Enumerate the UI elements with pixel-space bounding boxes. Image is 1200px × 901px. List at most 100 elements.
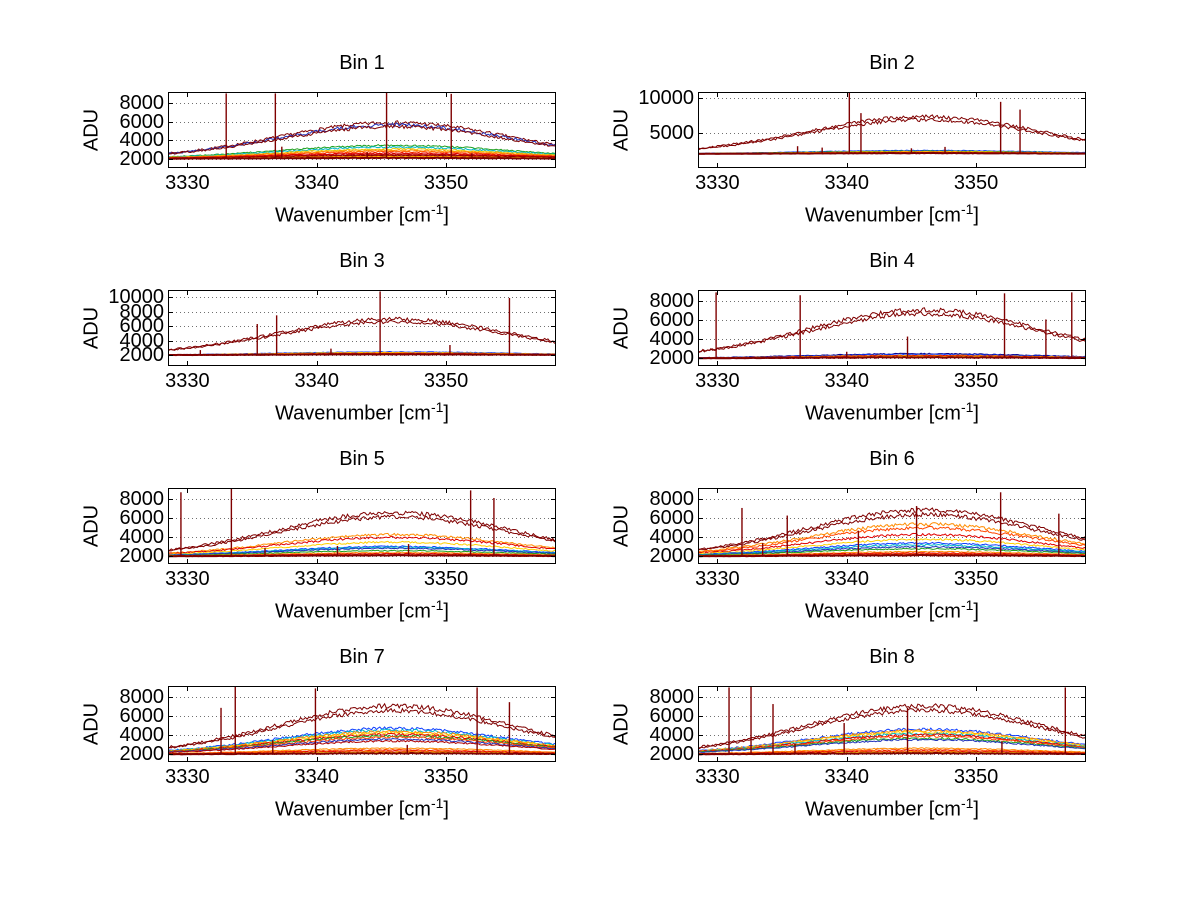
y-axis-label: ADU <box>608 686 636 762</box>
x-axis-label: Wavenumber [cm-1] <box>168 196 556 228</box>
plot-title: Bin 6 <box>869 448 915 470</box>
y-tick-label: 8000 <box>119 488 165 511</box>
y-tick-label: 4000 <box>649 724 695 747</box>
x-axis-label: Wavenumber [cm-1] <box>168 394 556 426</box>
plot-title: Bin 1 <box>339 52 385 74</box>
x-axis-label-close: ] <box>973 402 979 425</box>
plot-row: ADU 5000 10000 <box>608 88 1086 168</box>
x-tick-labels: 3330 3340 3350 <box>165 370 556 394</box>
x-axis-label-close: ] <box>443 204 449 227</box>
subplot-bin-4: Bin 4 ADU 2000 4000 6000 8000 3330 3340 3350 … <box>608 248 1086 426</box>
plot-area <box>698 488 1086 564</box>
plot-canvas-bin-2 <box>698 92 1086 168</box>
y-tick-label: 4000 <box>119 329 165 352</box>
x-tick-label: 3330 <box>695 172 740 194</box>
y-tick-label: 10000 <box>108 286 164 309</box>
x-axis-label-close: ] <box>443 798 449 821</box>
x-tick-labels: 3330 3340 3350 <box>165 568 556 592</box>
plot-area <box>698 92 1086 168</box>
x-tick-labels: 3330 3340 3350 <box>695 172 1086 196</box>
x-axis-label-text: Wavenumber [cm <box>805 204 961 227</box>
y-tick-label: 6000 <box>649 705 695 728</box>
x-tick-label: 3340 <box>294 370 339 392</box>
y-axis-label: ADU <box>78 488 106 564</box>
x-tick-label: 3350 <box>423 568 469 590</box>
plot-row: ADU 2000 4000 6000 8000 10000 <box>78 286 556 367</box>
x-axis-label-sup: -1 <box>430 399 444 415</box>
x-axis-label-text: Wavenumber [cm <box>275 798 431 821</box>
x-tick-label: 3340 <box>824 172 869 194</box>
x-axis-label-close: ] <box>973 204 979 227</box>
y-tick-label: 2000 <box>649 545 695 568</box>
plot-row: ADU 2000 4000 6000 8000 <box>608 686 1086 764</box>
x-tick-labels: 3330 3340 3350 <box>165 172 556 196</box>
y-tick-label: 4000 <box>119 526 165 549</box>
x-tick-label: 3350 <box>953 766 999 788</box>
x-axis-label-sup: -1 <box>430 795 444 811</box>
plot-canvas-bin-1 <box>168 92 556 168</box>
y-axis-label: ADU <box>78 92 106 168</box>
y-tick-label: 8000 <box>119 300 165 323</box>
subplot-bin-1: Bin 1 ADU 2000 4000 6000 8000 3330 3340 3350 … <box>78 50 556 228</box>
plot-row: ADU 2000 4000 6000 8000 <box>608 488 1086 568</box>
plot-canvas-bin-7 <box>168 686 556 762</box>
y-axis-label: ADU <box>608 290 636 366</box>
y-tick-label: 2000 <box>649 347 695 370</box>
y-tick-label: 4000 <box>649 526 695 549</box>
y-tick-label: 6000 <box>649 507 695 530</box>
x-axis-label-text: Wavenumber [cm <box>805 798 961 821</box>
x-tick-label: 3340 <box>294 766 339 788</box>
y-axis-label-text: ADU <box>80 108 103 152</box>
plot-canvas-bin-3 <box>168 290 556 366</box>
x-tick-label: 3350 <box>953 568 999 590</box>
y-tick-label: 2000 <box>119 545 165 568</box>
plot-title: Bin 8 <box>869 646 915 668</box>
subplot-grid: Bin 1 ADU 2000 4000 6000 8000 3330 3340 3350 … <box>78 50 1200 822</box>
x-axis-label-close: ] <box>973 798 979 821</box>
plot-row: ADU 2000 4000 6000 8000 <box>608 290 1086 370</box>
subplot-bin-6: Bin 6 ADU 2000 4000 6000 8000 3330 3340 3350 … <box>608 446 1086 624</box>
plot-area <box>168 290 556 366</box>
plot-row: ADU 2000 4000 6000 8000 <box>78 92 556 170</box>
x-tick-label: 3330 <box>695 766 740 788</box>
plot-area <box>168 488 556 564</box>
subplot-bin-8: Bin 8 ADU 2000 4000 6000 8000 3330 3340 3350 … <box>608 644 1086 822</box>
x-tick-label: 3330 <box>695 370 740 392</box>
subplot-bin-2: Bin 2 ADU 5000 10000 3330 3340 3350 Wavenum… <box>608 50 1086 228</box>
y-tick-label: 4000 <box>649 328 695 351</box>
y-axis-label-text: ADU <box>610 108 633 152</box>
x-tick-labels: 3330 3340 3350 <box>695 766 1086 790</box>
x-axis-label-text: Wavenumber [cm <box>275 402 431 425</box>
y-tick-label: 6000 <box>649 309 695 332</box>
plot-row: ADU 2000 4000 6000 8000 <box>78 686 556 764</box>
x-tick-label: 3350 <box>953 172 999 194</box>
y-tick-label: 6000 <box>119 507 165 530</box>
x-axis-label-sup: -1 <box>960 399 974 415</box>
y-axis-label: ADU <box>608 92 636 168</box>
plot-canvas-bin-5 <box>168 488 556 564</box>
x-axis-label-sup: -1 <box>430 201 444 217</box>
y-tick-label: 6000 <box>119 110 165 133</box>
y-tick-label: 8000 <box>649 488 695 511</box>
plot-area <box>168 686 556 762</box>
y-tick-labels: 2000 4000 6000 8000 <box>636 290 698 370</box>
y-tick-labels: 2000 4000 6000 8000 <box>106 488 168 568</box>
x-tick-label: 3330 <box>165 172 210 194</box>
x-axis-label-sup: -1 <box>960 795 974 811</box>
y-tick-labels: 2000 4000 6000 8000 <box>106 686 168 764</box>
x-axis-label-sup: -1 <box>960 597 974 613</box>
subplot-bin-7: Bin 7 ADU 2000 4000 6000 8000 3330 3340 3350 … <box>78 644 556 822</box>
y-tick-label: 2000 <box>119 344 165 367</box>
plot-canvas-bin-4 <box>698 290 1086 366</box>
x-tick-label: 3330 <box>165 568 210 590</box>
y-axis-label: ADU <box>608 488 636 564</box>
y-axis-label-text: ADU <box>610 306 633 350</box>
y-tick-label: 10000 <box>638 86 694 109</box>
x-axis-label-text: Wavenumber [cm <box>805 600 961 623</box>
y-axis-label-text: ADU <box>610 702 633 746</box>
y-axis-label: ADU <box>78 290 106 366</box>
y-tick-label: 8000 <box>119 92 165 115</box>
x-tick-labels: 3330 3340 3350 <box>695 370 1086 394</box>
y-tick-label: 2000 <box>119 147 165 170</box>
